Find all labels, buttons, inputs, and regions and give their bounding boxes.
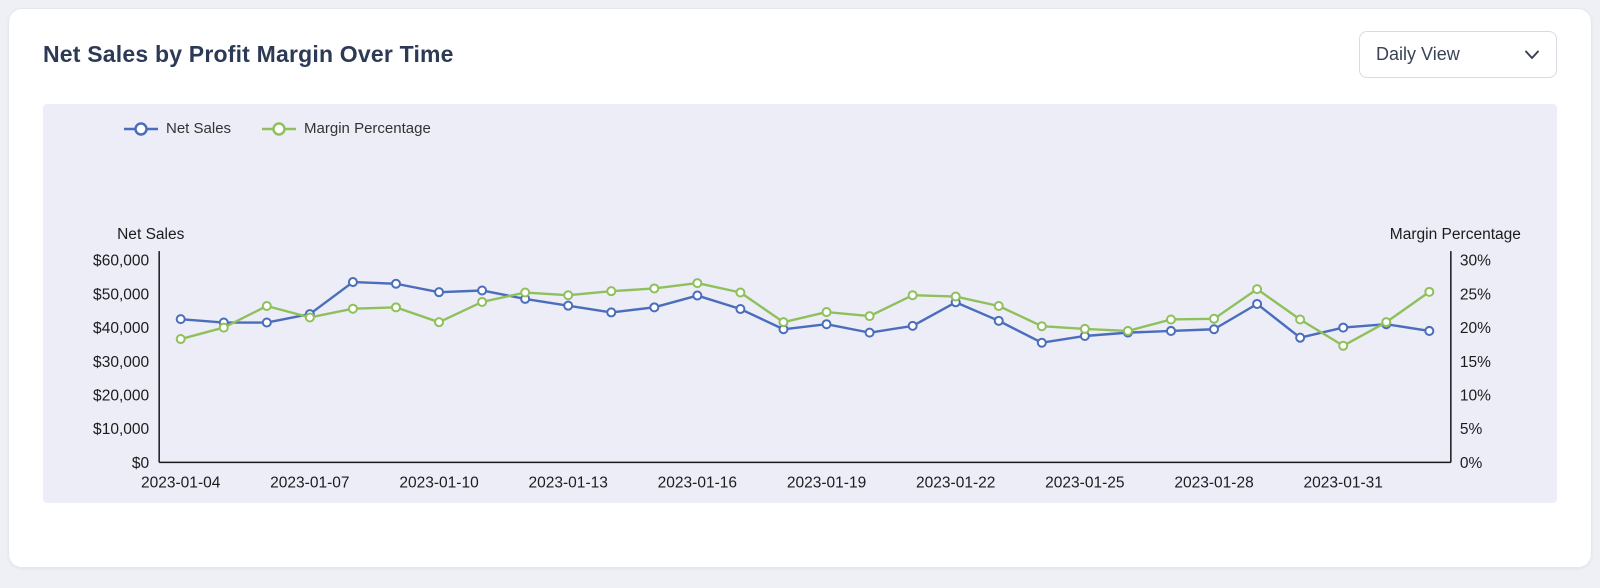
margin-percentage-point [950,291,961,302]
net-sales-point [1338,322,1349,333]
x-tick-label: 2023-01-28 [1174,474,1253,491]
margin-percentage-point [347,303,358,314]
net-sales-point [907,320,918,331]
left-tick-label: $40,000 [93,320,149,337]
net-sales-point [1424,325,1435,336]
right-tick-label: 10% [1460,387,1491,404]
margin-percentage-point [1209,313,1220,324]
left-tick-label: $60,000 [93,253,149,270]
net-sales-point [390,278,401,289]
net-sales-point [175,314,186,325]
margin-percentage-point [304,312,315,323]
x-tick-label: 2023-01-19 [787,474,866,491]
view-select-dropdown[interactable]: Daily View [1359,31,1557,78]
legend-item-margin-percentage[interactable]: Margin Percentage [261,120,431,137]
x-tick-label: 2023-01-04 [141,474,221,491]
net-sales-point [563,300,574,311]
x-tick-label: 2023-01-16 [658,474,737,491]
net-sales-point [1036,337,1047,348]
right-tick-label: 20% [1460,320,1491,337]
page-title: Net Sales by Profit Margin Over Time [43,41,454,67]
margin-percentage-point [821,307,832,318]
dashboard-card: Net Sales by Profit Margin Over Time Dai… [8,8,1592,568]
net-sales-point [692,290,703,301]
net-sales-point [606,307,617,318]
legend-item-net-sales[interactable]: Net Sales [123,120,231,137]
margin-percentage-point [520,287,531,298]
margin-percentage-point [261,300,272,312]
left-tick-label: $50,000 [93,286,149,303]
line-marker-icon [262,121,297,136]
margin-percentage-point [1165,314,1176,325]
legend-label: Margin Percentage [304,120,431,137]
margin-percentage-point [1036,321,1047,332]
chart-canvas: Net Sales Margin Percentage $0 $10,000 $20,0… [93,226,1521,491]
net-sales-point [864,327,875,338]
margin-percentage-point [175,334,186,345]
left-tick-label: $0 [132,455,150,472]
net-sales-point [1295,332,1306,343]
left-tick-label: $10,000 [93,421,149,438]
margin-percentage-point [993,300,1004,312]
net-sales-point [821,319,832,330]
margin-percentage-point [434,317,445,328]
margin-percentage-point [218,322,229,333]
net-sales-point [347,277,358,288]
right-axis-title: Margin Percentage [1390,226,1521,243]
x-tick-label: 2023-01-13 [529,474,608,491]
x-tick-label: 2023-01-07 [270,474,349,491]
margin-percentage-point [1079,323,1090,334]
left-axis-title: Net Sales [117,226,185,243]
net-sales-point [1252,298,1263,309]
margin-percentage-point [563,290,574,301]
margin-percentage-point [864,311,875,322]
margin-percentage-point [390,302,401,313]
margin-percentage-point [1338,340,1349,351]
net-sales-point [1165,325,1176,336]
x-tick-label: 2023-01-22 [916,474,995,491]
card-header: Net Sales by Profit Margin Over Time Dai… [9,9,1591,78]
margin-percentage-point [692,278,703,289]
right-tick-label: 0% [1460,455,1483,472]
net-sales-point [1209,324,1220,335]
margin-percentage-point [1424,286,1435,297]
margin-percentage-point [1252,284,1263,295]
x-tick-label: 2023-01-25 [1045,474,1124,491]
net-sales-point [735,304,746,315]
margin-percentage-point [778,317,789,328]
net-sales-line [179,280,1431,344]
net-sales-point [993,315,1004,326]
left-tick-label: $30,000 [93,354,149,371]
legend-label: Net Sales [166,120,232,137]
line-marker-icon [124,121,158,136]
chart-legend: Net Sales Margin Percentage [123,120,1551,137]
net-sales-point [649,302,660,313]
right-tick-label: 25% [1460,286,1491,303]
margin-percentage-point [907,290,918,301]
margin-percentage-point [1381,317,1392,328]
margin-percentage-point [649,283,660,294]
net-sales-point [434,287,445,298]
margin-percentage-point [606,286,617,297]
left-tick-label: $20,000 [93,387,149,404]
net-sales-point [261,317,272,328]
net-sales-point [477,285,488,296]
view-select-value: Daily View [1376,44,1460,64]
margin-percentage-point [735,287,746,298]
margin-percentage-line [179,281,1431,347]
x-tick-label: 2023-01-10 [399,474,479,491]
right-tick-label: 15% [1460,354,1491,371]
x-tick-label: 2023-01-31 [1304,474,1383,491]
chevron-down-icon [1524,44,1540,65]
right-tick-label: 30% [1460,253,1491,270]
right-tick-label: 5% [1460,421,1483,438]
margin-percentage-point [1122,325,1133,336]
margin-percentage-point [477,296,488,307]
margin-percentage-point [1295,314,1306,325]
chart-panel: Net Sales Margin Percentage Net Sales Mar… [43,104,1557,504]
